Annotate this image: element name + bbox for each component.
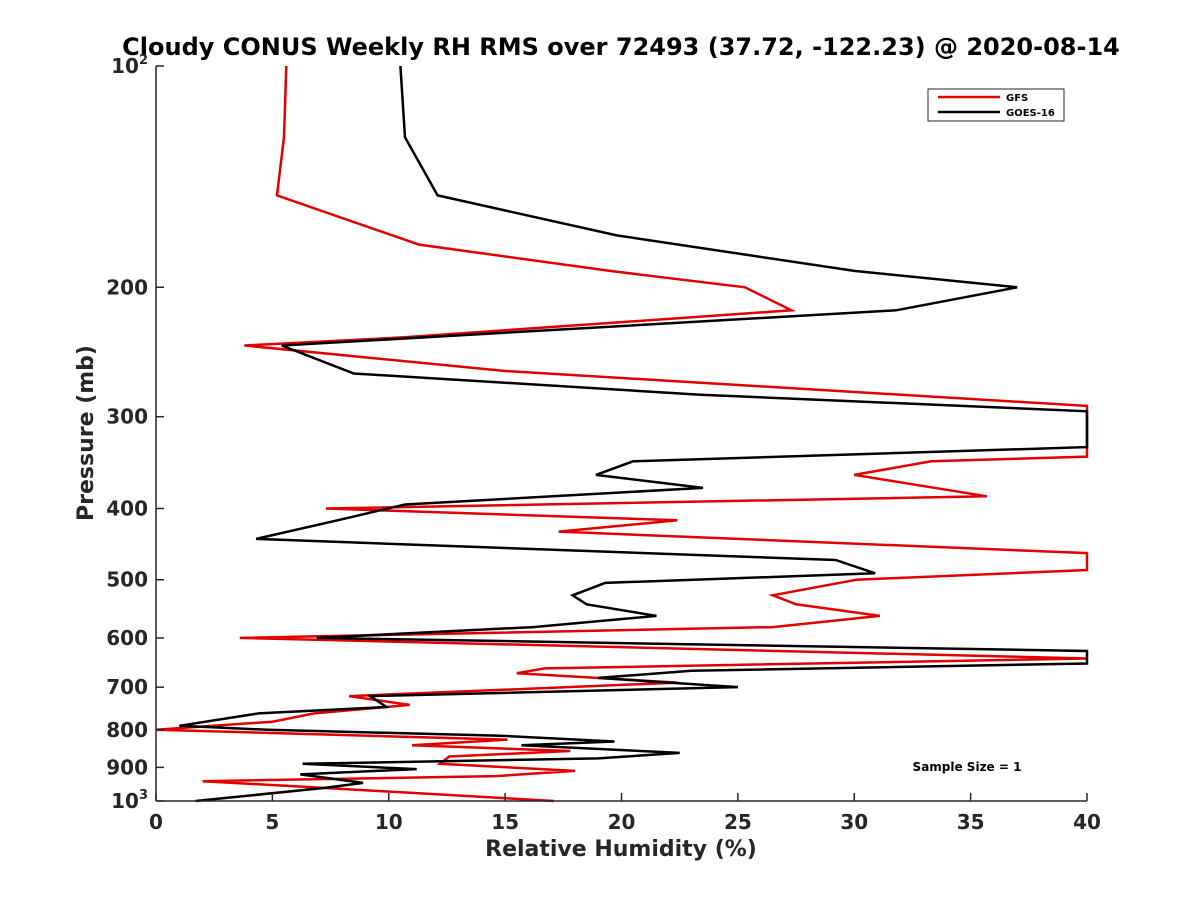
x-axis-label: Relative Humidity (%) (485, 837, 757, 862)
legend-label-goes16: GOES-16 (1006, 108, 1055, 119)
x-tick-label: 10 (375, 810, 403, 834)
y-tick-label: 102 (111, 53, 148, 78)
legend-box (927, 88, 1065, 122)
legend: GFS GOES-16 (927, 88, 1065, 122)
y-tick-label: 103 (111, 788, 148, 813)
sample-size-annotation: Sample Size = 1 (913, 760, 1022, 774)
y-tick-label: 700 (106, 675, 148, 699)
x-tick-label: 15 (491, 810, 519, 834)
y-tick-label: 400 (106, 497, 148, 521)
y-axis-label: Pressure (mb) (74, 345, 99, 521)
x-tick-label: 30 (840, 810, 868, 834)
x-tick-label: 40 (1073, 810, 1101, 834)
series-layer (155, 65, 1089, 803)
y-axis-ticks: 102 200 300 400 500 600 700 800 900 103 (106, 53, 164, 813)
series-line-gfs (155, 65, 1089, 803)
x-tick-label: 20 (608, 810, 636, 834)
x-tick-label: 5 (265, 810, 279, 834)
chart-title: Cloudy CONUS Weekly RH RMS over 72493 (3… (122, 33, 1120, 61)
x-tick-label: 0 (149, 810, 163, 834)
y-tick-label: 300 (106, 405, 148, 429)
x-tick-label: 35 (957, 810, 985, 834)
y-tick-label: 200 (106, 275, 148, 299)
y-tick-label: 500 (106, 568, 148, 592)
legend-label-gfs: GFS (1006, 93, 1028, 104)
y-tick-label: 600 (106, 626, 148, 650)
x-tick-label: 25 (724, 810, 752, 834)
y-tick-label: 900 (106, 755, 148, 779)
y-tick-label: 800 (106, 718, 148, 742)
x-axis-ticks: 0 5 10 15 20 25 30 35 40 (149, 793, 1101, 834)
series-line-goes16 (179, 65, 1089, 803)
